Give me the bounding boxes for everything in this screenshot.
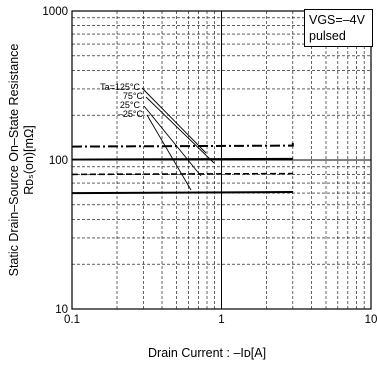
temperature-leader-line <box>141 87 207 154</box>
y-axis-title: Static Drain–Source On–State Resistance … <box>7 44 37 277</box>
temperature-leader-line <box>143 105 202 177</box>
temperature-label: –25°C <box>118 109 144 119</box>
temperature-label: 25°C <box>120 100 141 110</box>
temperature-label: Ta=125°C <box>100 82 140 92</box>
series-line-0 <box>71 143 294 148</box>
temperature-label: 75°C <box>123 91 144 101</box>
x-tick-label: 0.1 <box>64 314 80 326</box>
x-axis-title: Drain Current : –Iᴅ[A] <box>148 346 267 360</box>
y-axis-title-line1: Static Drain–Source On–State Resistance <box>7 43 21 277</box>
temperature-leader-line <box>145 96 215 164</box>
x-tick-label: 1 <box>218 314 224 326</box>
series-line-3 <box>71 191 293 195</box>
series-line-2 <box>71 172 293 176</box>
y-tick-label: 100 <box>49 155 68 167</box>
y-axis-title-line2: Rᴅₛ(on)[mΩ] <box>22 125 36 195</box>
plot-frame <box>71 10 372 310</box>
condition-pulsed: pulsed <box>309 29 346 43</box>
y-tick-label: 10 <box>55 304 68 316</box>
y-tick-label: 1000 <box>42 6 68 18</box>
x-tick-label: 10 <box>365 314 377 326</box>
temperature-leader-line <box>146 114 192 191</box>
series-line-1 <box>71 157 293 161</box>
condition-box: VGS=–4V pulsed <box>304 9 373 47</box>
y-axis-title-container: Static Drain–Source On–State Resistance … <box>0 0 44 367</box>
condition-vgs: VGS=–4V <box>309 13 365 27</box>
